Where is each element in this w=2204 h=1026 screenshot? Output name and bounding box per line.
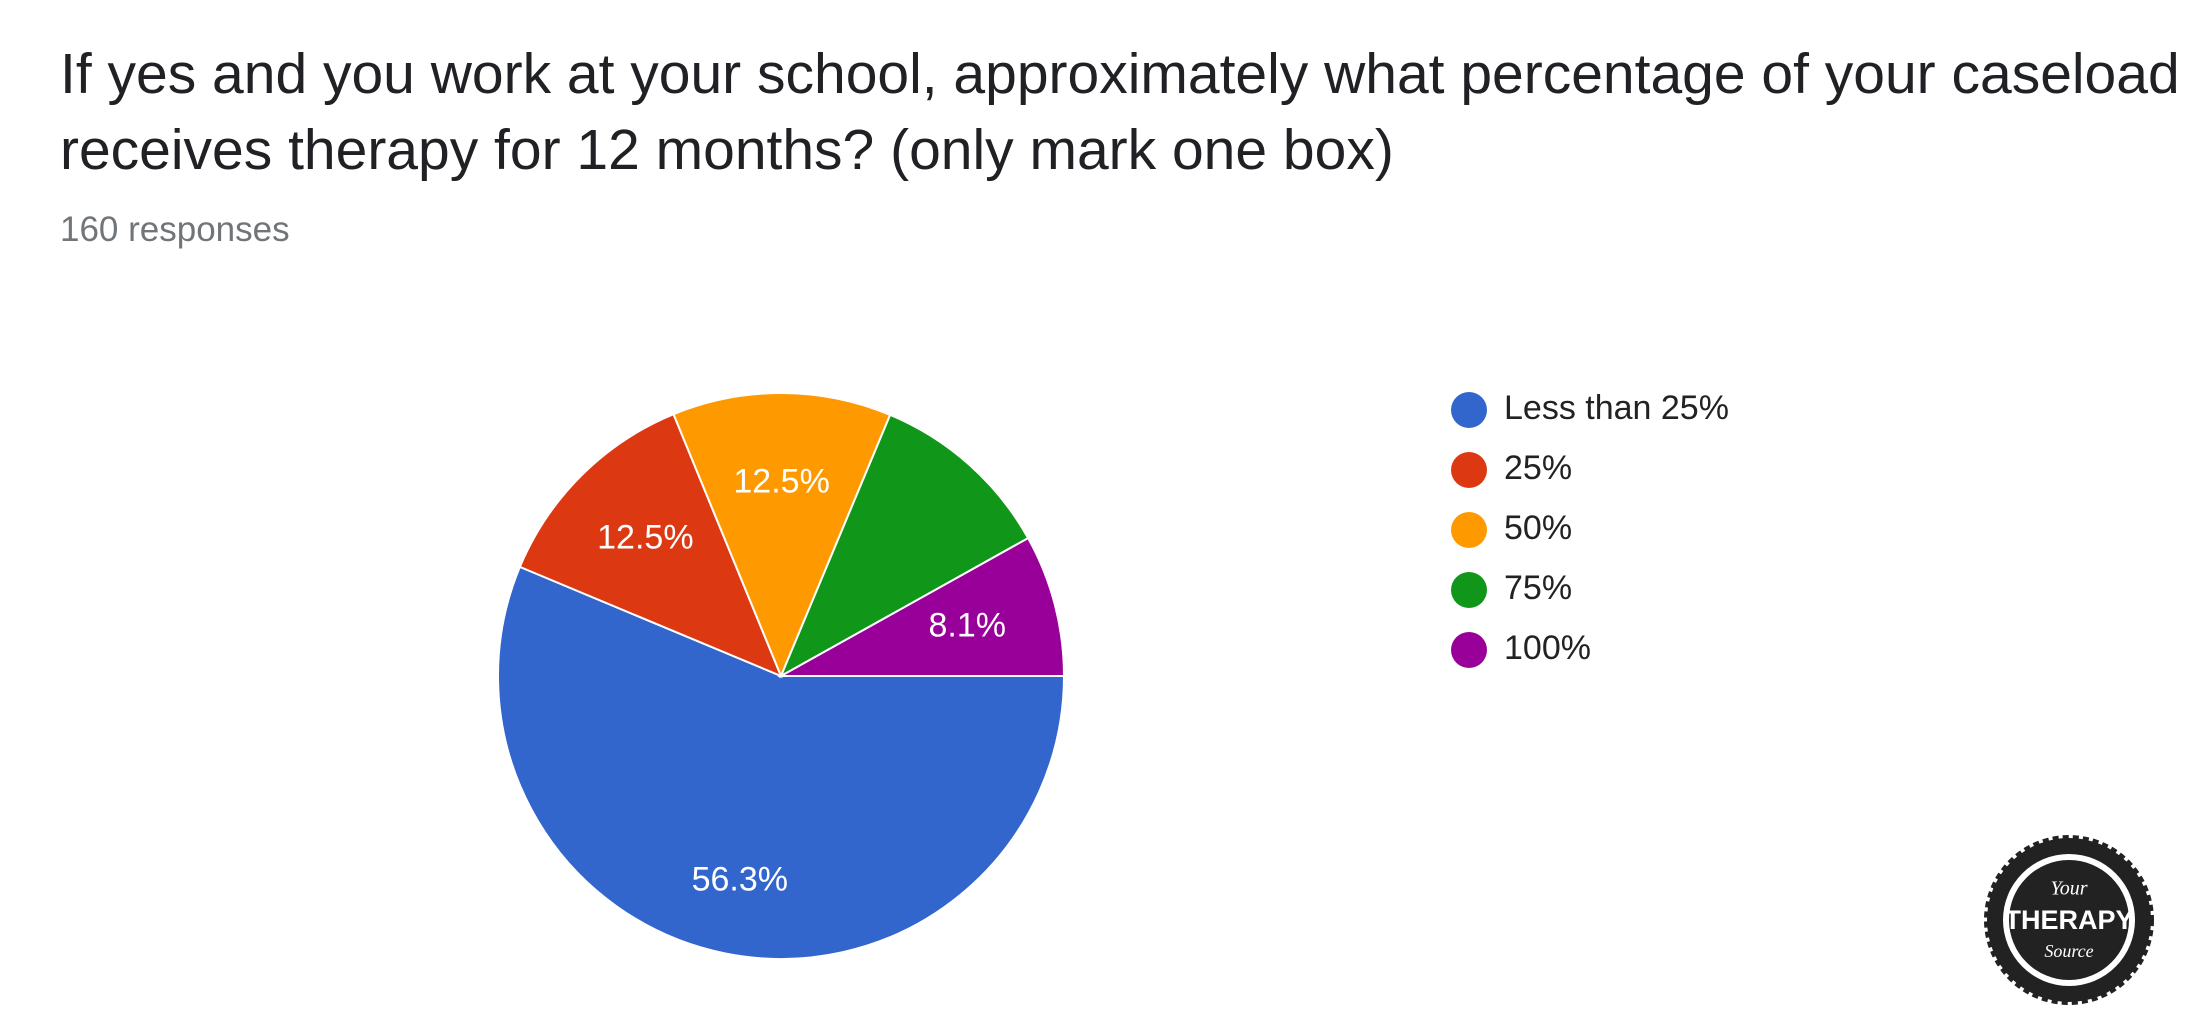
logo-core [2009, 860, 2129, 980]
pie-slice [497, 565, 1066, 961]
data-label: 8.1% [928, 607, 1006, 645]
chart-title: If yes and you work at your school, appr… [60, 42, 2180, 182]
pie-slice [672, 392, 892, 679]
legend-label: 100% [1504, 629, 1591, 667]
chart-subtitle: 160 responses [60, 210, 290, 249]
legend-swatch [1451, 632, 1487, 668]
legend-swatch [1451, 392, 1487, 428]
data-label: 12.5% [733, 463, 829, 501]
logo-text: Your [2050, 878, 2087, 900]
logo-text: THERAPY [2004, 905, 2133, 935]
pie-slice [518, 412, 783, 678]
legend-label: Less than 25% [1504, 389, 1729, 427]
data-label: 56.3% [692, 860, 788, 898]
pie-slice [777, 536, 1066, 677]
legend-swatch [1451, 572, 1487, 608]
data-label: 12.5% [597, 518, 693, 556]
legend-label: 50% [1504, 509, 1572, 547]
legend-swatch [1451, 452, 1487, 488]
legend-label: 25% [1504, 449, 1572, 487]
logo-text: Source [2044, 941, 2093, 961]
legend-label: 75% [1504, 569, 1572, 607]
logo: Your THERAPY Source [1984, 835, 2154, 1005]
legend-swatch [1451, 512, 1487, 548]
pie-slice [778, 413, 1030, 679]
